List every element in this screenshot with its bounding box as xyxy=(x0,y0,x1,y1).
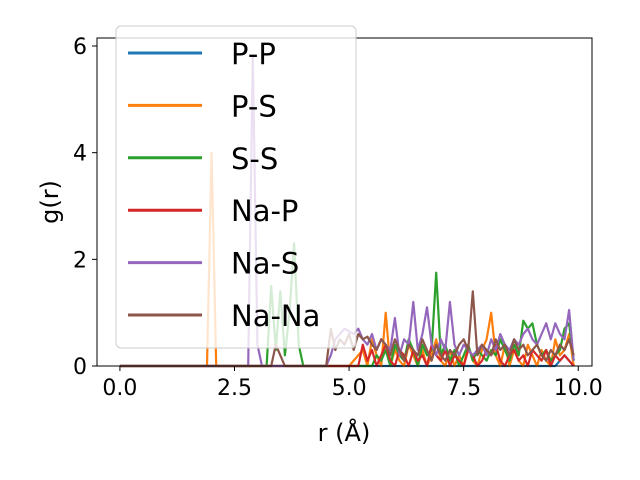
legend: P-P P-S S-S Na-P Na-S Na-Na xyxy=(115,25,357,349)
y-tick-label: 2 xyxy=(73,248,87,273)
y-tick-label: 6 xyxy=(73,35,87,60)
y-tick-label: 4 xyxy=(73,142,87,167)
x-tick-label: 5.0 xyxy=(332,376,367,401)
legend-label-na-s: Na-S xyxy=(231,247,299,281)
x-tick-label: 0.0 xyxy=(102,376,137,401)
x-axis-ticks: 0.0 2.5 5.0 7.5 10.0 xyxy=(102,366,603,401)
x-tick-label: 2.5 xyxy=(217,376,252,401)
y-axis-label: g(r) xyxy=(36,180,64,224)
y-tick-label: 0 xyxy=(73,355,87,380)
legend-label-na-na: Na-Na xyxy=(231,299,320,333)
legend-label-na-p: Na-P xyxy=(231,194,298,228)
x-tick-label: 7.5 xyxy=(446,376,481,401)
x-axis-label: r (Å) xyxy=(318,418,371,447)
legend-label-s-s: S-S xyxy=(231,142,278,176)
x-tick-label: 10.0 xyxy=(554,376,603,401)
legend-label-p-s: P-S xyxy=(231,89,277,123)
legend-label-p-p: P-P xyxy=(231,37,276,71)
y-axis-ticks: 0 2 4 6 xyxy=(73,35,97,380)
